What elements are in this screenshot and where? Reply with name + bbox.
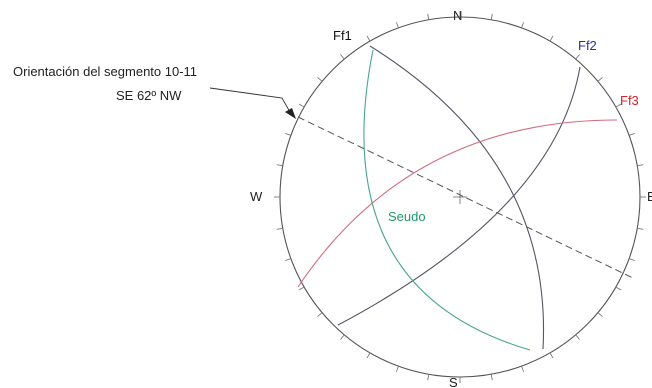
azimuth-tick bbox=[285, 132, 292, 136]
azimuth-tick bbox=[490, 13, 493, 20]
azimuth-tick bbox=[549, 35, 554, 42]
azimuth-tick bbox=[276, 164, 283, 167]
azimuth-tick bbox=[637, 227, 644, 230]
compass-south-label: S bbox=[449, 375, 458, 388]
seudo-great-circle bbox=[363, 49, 531, 351]
azimuth-tick bbox=[285, 258, 292, 262]
azimuth-tick bbox=[395, 22, 399, 29]
azimuth-tick bbox=[628, 132, 635, 136]
azimuth-tick bbox=[317, 77, 323, 82]
azimuth-tick bbox=[366, 352, 371, 359]
ff1-label: Ff1 bbox=[333, 28, 352, 43]
azimuth-tick bbox=[427, 13, 430, 20]
azimuth-tick bbox=[637, 164, 644, 167]
azimuth-tick bbox=[628, 258, 635, 262]
azimuth-tick bbox=[427, 374, 430, 381]
segment-10-11-line bbox=[297, 116, 634, 279]
compass-west-label: W bbox=[250, 189, 263, 204]
annotation-line-2: SE 62º NW bbox=[116, 88, 182, 103]
azimuth-tick bbox=[521, 22, 525, 29]
azimuth-ticks bbox=[274, 11, 646, 383]
compass-east-label: E bbox=[647, 189, 652, 204]
azimuth-tick bbox=[317, 312, 323, 317]
ff2-great-circle bbox=[337, 66, 581, 326]
compass-north-label: N bbox=[453, 8, 462, 23]
azimuth-tick bbox=[615, 286, 622, 291]
azimuth-tick bbox=[490, 374, 493, 381]
azimuth-tick bbox=[597, 77, 603, 82]
azimuth-tick bbox=[521, 365, 525, 372]
azimuth-tick bbox=[597, 312, 603, 317]
azimuth-tick bbox=[366, 35, 371, 42]
ff3-label: Ff3 bbox=[620, 93, 639, 108]
annotation-line-1: Orientación del segmento 10-11 bbox=[13, 64, 197, 79]
ff1-great-circle bbox=[369, 45, 545, 350]
azimuth-tick bbox=[395, 365, 399, 372]
azimuth-tick bbox=[575, 54, 580, 60]
annotation-arrowhead bbox=[285, 108, 296, 119]
azimuth-tick bbox=[340, 54, 345, 60]
azimuth-tick bbox=[575, 334, 580, 340]
azimuth-tick bbox=[276, 227, 283, 230]
center-cross bbox=[453, 190, 467, 204]
azimuth-tick bbox=[298, 103, 305, 108]
seudo-label: Seudo bbox=[388, 209, 426, 224]
ff3-great-circle bbox=[297, 119, 618, 288]
azimuth-tick bbox=[298, 286, 305, 291]
azimuth-tick bbox=[615, 103, 622, 108]
annotation-leader-line bbox=[209, 87, 291, 113]
ff2-label: Ff2 bbox=[578, 38, 597, 53]
azimuth-tick bbox=[340, 334, 345, 340]
azimuth-tick bbox=[549, 352, 554, 359]
